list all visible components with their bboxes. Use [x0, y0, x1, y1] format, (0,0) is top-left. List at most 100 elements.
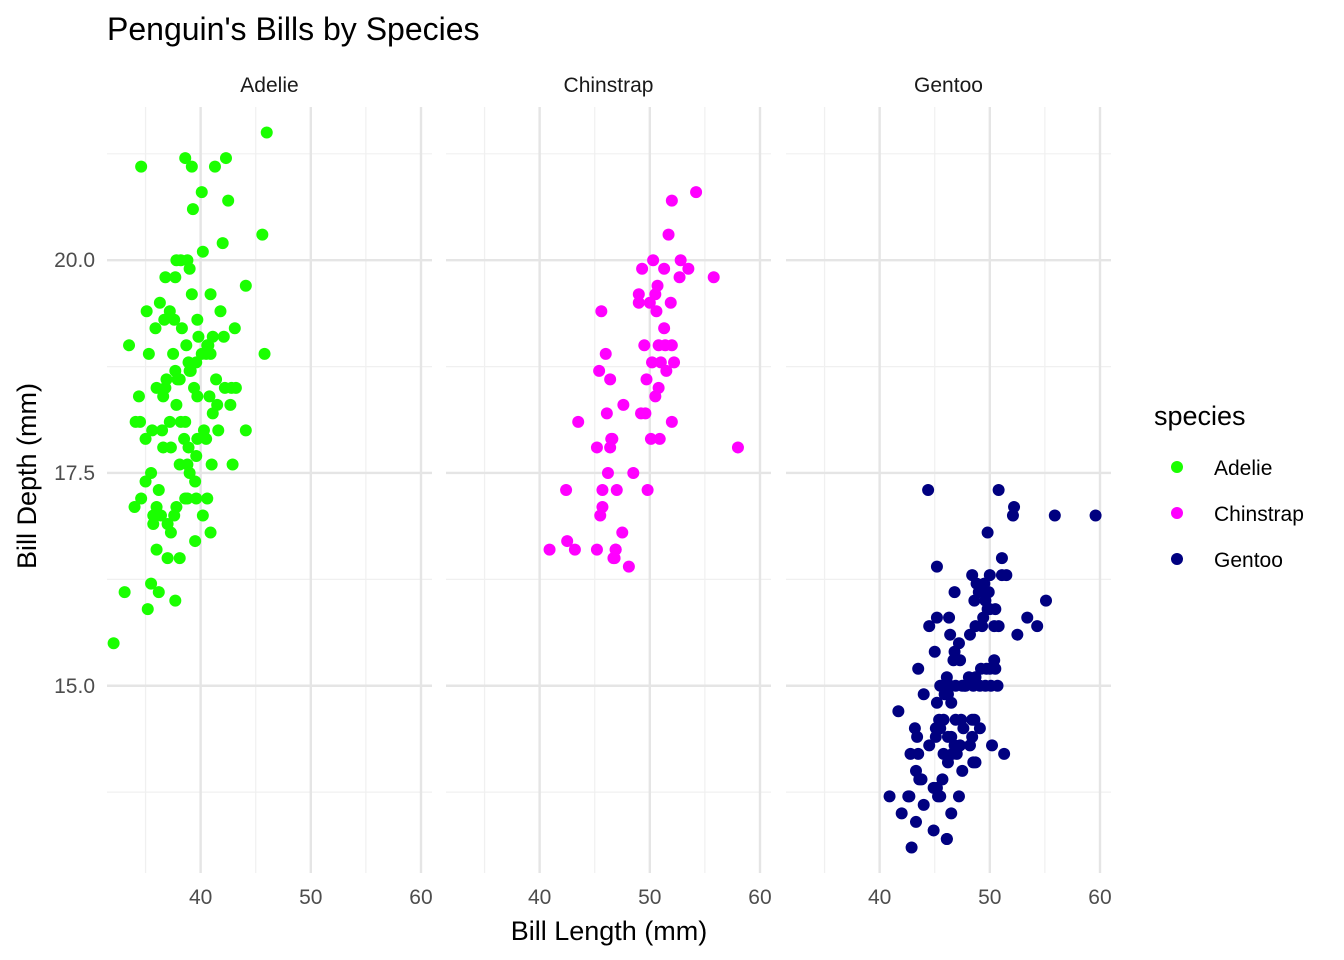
data-point-gentoo — [895, 807, 908, 820]
data-point-chinstrap — [665, 194, 678, 207]
data-point-adelie — [228, 322, 241, 335]
data-point-adelie — [190, 356, 203, 369]
data-point-chinstrap — [643, 296, 656, 309]
data-point-gentoo — [980, 662, 993, 675]
x-tick-label: 50 — [638, 886, 661, 909]
data-point-chinstrap — [690, 186, 703, 199]
data-point-chinstrap — [653, 432, 666, 445]
data-point-chinstrap — [616, 526, 629, 539]
data-point-adelie — [226, 458, 239, 471]
data-point-adelie — [188, 381, 201, 394]
data-point-adelie — [147, 518, 160, 531]
data-point-gentoo — [1040, 594, 1052, 607]
data-point-adelie — [135, 492, 148, 505]
data-point-gentoo — [915, 773, 928, 786]
data-point-gentoo — [936, 773, 949, 786]
data-point-gentoo — [1021, 611, 1034, 624]
x-tick-label: 60 — [748, 886, 771, 909]
data-point-chinstrap — [600, 407, 613, 420]
facet-label: Adelie — [240, 74, 298, 97]
data-point-chinstrap — [609, 543, 622, 556]
data-point-adelie — [183, 466, 196, 479]
facet-panel-adelie: Adelie 40 50 60 — [107, 74, 433, 909]
data-point-chinstrap — [617, 398, 630, 411]
legend-label: Gentoo — [1214, 549, 1283, 572]
data-point-chinstrap — [668, 356, 681, 369]
data-point-chinstrap — [664, 296, 677, 309]
data-point-gentoo — [982, 586, 995, 599]
data-point-gentoo — [992, 620, 1005, 633]
data-point-chinstrap — [647, 254, 660, 267]
data-point-chinstrap — [560, 484, 573, 496]
data-point-chinstrap — [632, 288, 645, 301]
data-point-adelie — [195, 186, 208, 199]
data-point-adelie — [179, 415, 192, 428]
data-point-chinstrap — [596, 484, 609, 496]
data-point-adelie — [140, 305, 153, 318]
data-point-adelie — [170, 501, 183, 514]
data-point-gentoo — [1048, 509, 1061, 522]
data-point-adelie — [208, 160, 221, 173]
data-point-gentoo — [905, 841, 918, 854]
legend-key-gentoo — [1171, 553, 1183, 565]
data-point-gentoo — [957, 722, 970, 735]
data-point-chinstrap — [610, 484, 623, 496]
data-point-gentoo — [1000, 569, 1013, 582]
data-point-gentoo — [948, 586, 961, 599]
data-point-adelie — [161, 552, 174, 565]
data-point-adelie — [150, 381, 163, 394]
data-point-adelie — [173, 552, 186, 565]
data-point-chinstrap — [543, 543, 556, 556]
data-point-adelie — [204, 347, 217, 360]
data-point-adelie — [132, 390, 145, 403]
data-point-adelie — [190, 449, 203, 462]
data-point-chinstrap — [652, 381, 665, 394]
data-point-gentoo — [986, 739, 999, 752]
x-tick-label: 50 — [299, 886, 322, 909]
facet-panel-chinstrap: Chinstrap 40 50 60 — [446, 74, 772, 909]
data-point-adelie — [192, 330, 205, 343]
data-point-gentoo — [917, 688, 930, 701]
data-point-gentoo — [981, 526, 994, 539]
data-point-chinstrap — [604, 373, 617, 386]
data-point-adelie — [128, 501, 141, 514]
data-point-adelie — [182, 441, 195, 454]
data-point-chinstrap — [658, 262, 671, 275]
data-point-adelie — [158, 313, 171, 326]
data-point-chinstrap — [640, 373, 653, 386]
data-point-adelie — [180, 339, 193, 352]
data-point-adelie — [189, 535, 202, 548]
data-point-adelie — [196, 245, 209, 258]
data-point-adelie — [163, 415, 176, 428]
data-point-chinstrap — [572, 415, 585, 428]
data-point-adelie — [145, 466, 158, 479]
data-point-chinstrap — [673, 271, 686, 284]
data-point-chinstrap — [595, 305, 608, 318]
data-point-chinstrap — [636, 262, 649, 275]
legend-label: Adelie — [1214, 457, 1272, 480]
data-point-gentoo — [928, 645, 941, 658]
data-point-chinstrap — [665, 339, 678, 352]
data-point-adelie — [150, 543, 163, 556]
data-point-adelie — [186, 203, 199, 216]
data-point-adelie — [170, 398, 183, 411]
x-tick-label: 40 — [868, 886, 891, 909]
data-point-gentoo — [883, 790, 896, 803]
data-point-adelie — [179, 152, 192, 165]
data-point-gentoo — [983, 569, 996, 582]
facet-panel-gentoo: Gentoo 40 50 60 — [786, 74, 1112, 909]
facet-label: Chinstrap — [564, 74, 654, 97]
data-point-chinstrap — [601, 466, 614, 479]
x-tick-label: 60 — [409, 886, 432, 909]
data-point-gentoo — [956, 764, 969, 777]
data-point-chinstrap — [707, 271, 720, 284]
data-point-gentoo — [952, 790, 965, 803]
data-point-adelie — [159, 271, 172, 284]
data-point-chinstrap — [660, 364, 673, 377]
data-point-gentoo — [989, 603, 1002, 616]
data-point-adelie — [214, 305, 227, 318]
data-point-chinstrap — [568, 543, 581, 556]
data-point-adelie — [181, 492, 194, 505]
data-point-gentoo — [938, 688, 951, 701]
data-point-gentoo — [944, 628, 957, 641]
